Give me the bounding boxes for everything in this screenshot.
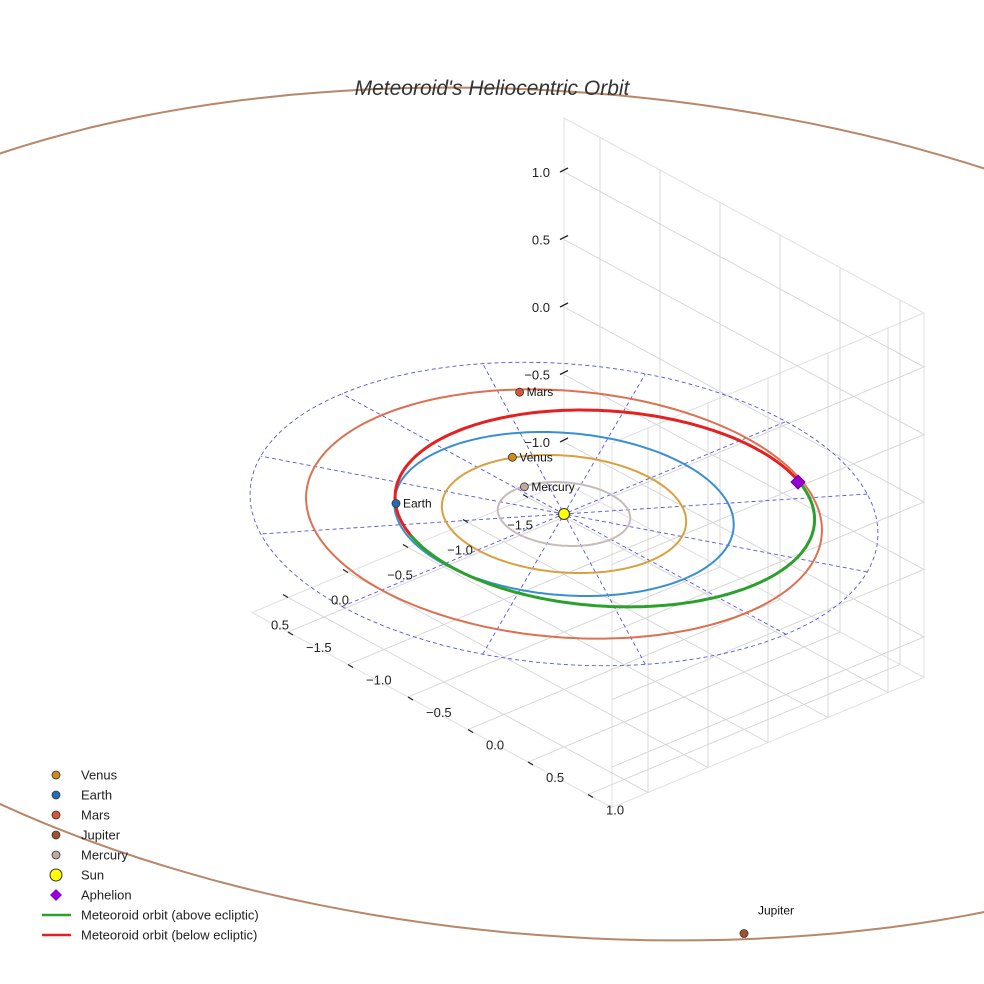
legend-label: Sun: [81, 868, 104, 883]
bodies: Mercury Venus Earth Mars Jupiter: [391, 385, 806, 938]
z-tick-label: −1.0: [524, 435, 550, 450]
y-tick-label: −1.5: [306, 640, 332, 655]
mars-marker: [515, 387, 524, 397]
venus-label: Venus: [519, 450, 552, 464]
legend-marker: [51, 810, 61, 820]
jupiter-orbit: [0, 86, 984, 942]
z-tick: [559, 302, 569, 308]
earth-label: Earth: [403, 497, 432, 511]
grid-line: [563, 306, 926, 633]
x-tick-label: −1.0: [447, 543, 473, 558]
x-tick: [522, 493, 529, 499]
x-tick: [282, 593, 289, 599]
y-tick-label: 0.0: [486, 738, 504, 753]
sun-marker: [558, 508, 570, 520]
legend-label: Mercury: [81, 848, 128, 863]
legend-label: Meteoroid orbit (below ecliptic): [81, 928, 257, 943]
legend-entry: Jupiter: [51, 828, 121, 843]
mercury-orbit: [496, 481, 632, 547]
earth-marker: [391, 499, 401, 508]
aphelion-marker: [790, 474, 806, 490]
z-tick-label: −0.5: [524, 368, 550, 383]
z-tick: [559, 437, 569, 443]
axis-ticks: 1.0 0.5 0.0 −0.5 −1.0 −1.5 −1.0 −0.5 0.0 0.5 −1.5 −…: [271, 165, 624, 818]
grid-line: [287, 597, 649, 793]
y-tick: [587, 793, 594, 799]
y-tick: [407, 696, 414, 701]
pane-floor: [250, 482, 613, 808]
legend-entry: Mars: [51, 808, 110, 823]
legend-label: Venus: [81, 768, 118, 783]
z-tick: [559, 234, 569, 241]
x-tick: [342, 568, 349, 574]
legend-entry: Sun: [49, 868, 104, 883]
x-tick: [462, 518, 469, 524]
mars-label: Mars: [527, 385, 554, 399]
grid-line: [563, 239, 926, 565]
x-tick-label: −1.5: [507, 518, 533, 533]
y-tick-label: −1.0: [366, 673, 392, 688]
grid-line: [563, 171, 926, 498]
legend-entry: Meteoroid orbit (below ecliptic): [42, 928, 257, 943]
venus-marker: [508, 452, 517, 462]
z-tick-label: 1.0: [532, 165, 550, 180]
legend-label: Aphelion: [81, 888, 132, 903]
x-tick-label: −0.5: [387, 568, 413, 583]
x-tick-label: 0.5: [271, 618, 289, 633]
y-tick: [347, 663, 354, 669]
y-tick-label: −0.5: [426, 705, 452, 720]
z-tick-label: 0.5: [532, 233, 550, 248]
meteoroid-orbit-below: [393, 408, 801, 536]
legend-label: Jupiter: [81, 828, 121, 843]
y-tick-label: 1.0: [606, 803, 624, 818]
mars-orbit: [304, 388, 824, 640]
y-tick: [287, 631, 294, 636]
y-tick-label: 0.5: [546, 770, 564, 785]
legend-marker: [51, 770, 61, 780]
z-tick-label: 0.0: [532, 300, 550, 315]
legend-marker: [49, 868, 63, 882]
legend-marker: [51, 830, 61, 840]
z-tick: [559, 167, 569, 173]
mercury-label: Mercury: [531, 480, 574, 494]
x-tick-label: 0.0: [331, 593, 349, 608]
jupiter-marker: [739, 929, 749, 938]
y-tick: [467, 728, 474, 734]
jupiter-label: Jupiter: [758, 904, 794, 918]
legend-entry: Meteoroid orbit (above ecliptic): [42, 908, 259, 923]
chart-title: Meteoroid's Heliocentric Orbit: [355, 77, 631, 100]
legend-label: Mars: [81, 808, 110, 823]
legend-entry: Earth: [51, 788, 112, 803]
grid-line: [563, 441, 926, 768]
venus-orbit: [440, 454, 688, 574]
y-tick: [527, 761, 534, 766]
meteoroid-orbit: [393, 408, 817, 609]
grid-line: [407, 547, 769, 743]
planet-orbits: [0, 86, 984, 942]
earth-orbit: [393, 431, 735, 597]
x-tick: [402, 543, 409, 549]
grid-line: [347, 572, 709, 768]
legend-label: Earth: [81, 788, 112, 803]
axes-panes: [250, 117, 926, 809]
legend: Venus Earth Mars Jupiter Mercury Sun Aphelion M…: [42, 768, 259, 943]
legend-entry: Mercury: [51, 848, 128, 863]
legend-marker: [50, 889, 62, 901]
z-tick: [559, 369, 569, 376]
legend-label: Meteoroid orbit (above ecliptic): [81, 908, 259, 923]
legend-entry: Venus: [51, 768, 118, 783]
legend-marker: [51, 790, 61, 800]
legend-marker: [51, 850, 61, 860]
meteoroid-orbit-above: [409, 481, 817, 609]
legend-entry: Aphelion: [50, 888, 132, 903]
mercury-marker: [520, 482, 529, 492]
grid-line: [563, 374, 926, 700]
